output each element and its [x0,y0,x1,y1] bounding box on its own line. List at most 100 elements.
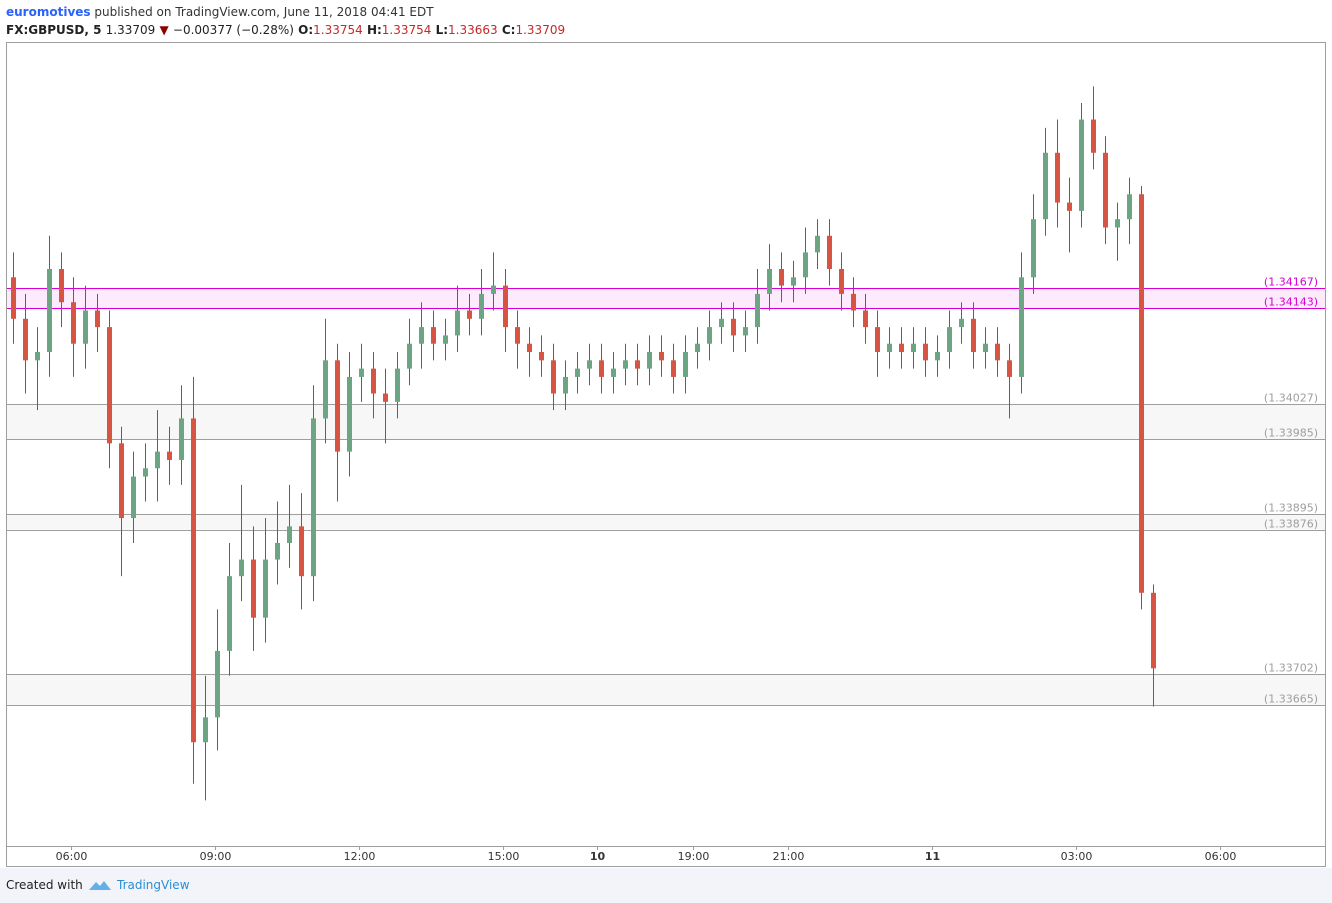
x-tick-label: 06:00 [1205,850,1237,863]
published: published on TradingView.com, June 11, 2… [94,5,434,19]
candle-body [575,368,580,377]
candle-body [743,327,748,336]
level-label: (1.34167) [1264,276,1318,289]
candle-body [1139,194,1144,593]
zone-fill [7,513,1325,530]
candle-body [239,559,244,577]
candle-body [539,352,544,361]
change: −0.00377 (−0.28%) [172,23,294,37]
candle-body [1043,152,1048,220]
candle-body [1103,152,1108,228]
candle-body [863,310,868,328]
candle-body [983,343,988,353]
candle-body [911,343,916,353]
candle-body [395,368,400,402]
candle-body [419,327,424,344]
candle-body [551,360,556,394]
candle-body [707,327,712,344]
candle-body [851,293,856,311]
candle-body [695,343,700,353]
last-price: 1.33709 [105,23,156,37]
candle-body [323,360,328,419]
chart-frame [6,42,1326,867]
candle-body [491,285,496,294]
candle-body [71,302,76,344]
candle-body [443,335,448,344]
candle-body [683,352,688,377]
candle-body [191,418,196,743]
candle-body [1031,219,1036,278]
candle-body [455,310,460,336]
header-line-2: FX:GBPUSD, 5 1.33709 ▼ −0.00377 (−0.28%)… [6,21,565,39]
level-label: (1.34143) [1264,296,1318,309]
low-label: L: [435,23,449,37]
candle-body [407,343,412,369]
candle-body [875,327,880,353]
candle-body [287,526,292,543]
header-line-1: euromotives published on TradingView.com… [6,3,565,21]
candle-body [1019,277,1024,377]
candle-body [59,268,64,303]
candle-body [659,352,664,361]
candle-body [179,418,184,460]
candle-body [935,352,940,361]
created-with: Created with [6,878,83,892]
candle-body [383,393,388,402]
x-tick-label: 03:00 [1061,850,1093,863]
zone-fill [7,288,1325,309]
close-label: C: [501,23,516,37]
level-label: (1.33985) [1264,427,1318,440]
high: 1.33754 [381,23,432,37]
open: 1.33754 [313,23,363,37]
candle-body [203,717,208,743]
candle-body [947,327,952,353]
close: 1.33709 [515,23,566,37]
candle-body [599,360,604,377]
x-tick-label: 12:00 [344,850,376,863]
candle-body [11,277,16,319]
candle-body [887,343,892,353]
candle-body [923,343,928,361]
x-tick-label: 11 [925,850,940,863]
author[interactable]: euromotives [6,5,91,19]
candle-body [827,235,832,269]
candle-body [347,376,352,452]
candle-body [635,360,640,369]
candle-body [671,360,676,377]
change-arrow: ▼ [159,23,169,37]
candle-body [1067,202,1072,211]
candle-body [755,293,760,328]
candle-body [431,327,436,344]
candle-body [1007,360,1012,377]
candle-body [1151,592,1156,669]
candle-body [335,360,340,452]
x-tick-label: 09:00 [200,850,232,863]
candle-body [83,310,88,344]
candle-body [815,235,820,253]
candle-body [623,360,628,369]
level-label: (1.34027) [1264,392,1318,405]
candle-body [503,285,508,328]
candle-body [731,318,736,336]
candle-body [959,318,964,328]
candle-body [719,318,724,328]
brand[interactable]: TradingView [117,878,190,892]
candle-body [587,360,592,369]
candle-body [299,526,304,577]
x-tick-label: 19:00 [678,850,710,863]
candle-body [143,468,148,477]
zone-fill [7,674,1325,705]
candle-body [899,343,904,353]
candle-body [791,277,796,286]
chart: (1.34167) (1.34143) (1.34027) (1.33985) (1.3… [6,42,1326,867]
high-label: H: [366,23,382,37]
level-label: (1.33895) [1264,502,1318,515]
candle-body [467,310,472,319]
candle-body [527,343,532,353]
x-tick-label: 06:00 [56,850,88,863]
candle-body [647,352,652,369]
candle-body [1079,119,1084,211]
candle-body [35,352,40,361]
candle-body [311,418,316,577]
